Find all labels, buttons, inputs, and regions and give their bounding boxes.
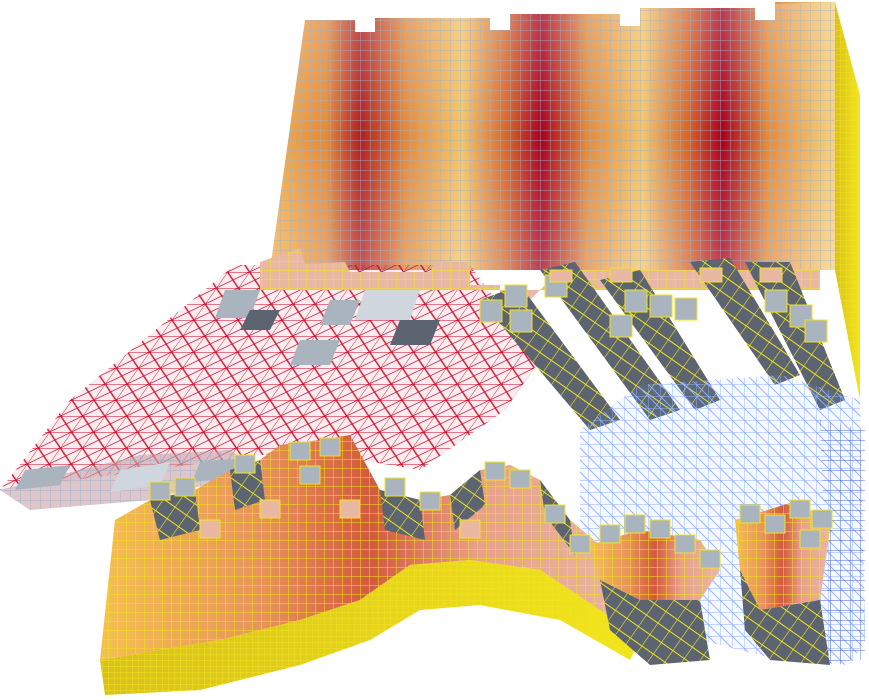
lower-right-stepped-blocks	[590, 499, 833, 665]
back-wall-slab	[270, 2, 860, 400]
red-wireframe-region	[0, 265, 540, 510]
front-stepped-block	[100, 435, 640, 695]
middle-stepped-block	[260, 248, 845, 430]
